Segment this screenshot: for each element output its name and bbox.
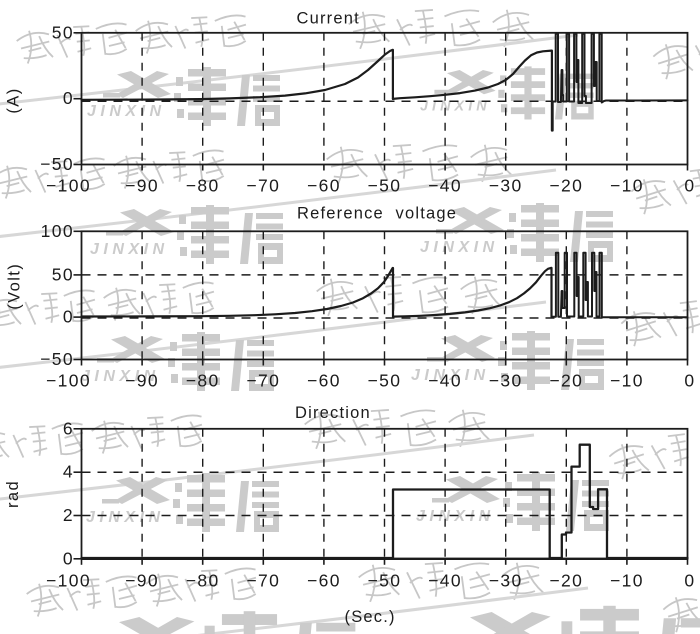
svg-text:−40: −40	[428, 571, 462, 591]
svg-text:−60: −60	[307, 176, 341, 196]
svg-text:−10: −10	[610, 176, 644, 196]
svg-text:rad: rad	[4, 480, 22, 508]
svg-text:JINXIN: JINXIN	[411, 367, 490, 384]
svg-text:0: 0	[684, 371, 695, 391]
svg-text:−50: −50	[40, 154, 74, 174]
svg-text:−80: −80	[186, 176, 220, 196]
svg-text:−90: −90	[125, 371, 159, 391]
svg-text:−20: −20	[549, 371, 583, 391]
svg-text:−80: −80	[186, 571, 220, 591]
svg-text:JINXIN: JINXIN	[81, 368, 160, 385]
svg-text:0: 0	[63, 88, 74, 108]
svg-text:−10: −10	[610, 571, 644, 591]
svg-text:JINXIN: JINXIN	[420, 99, 491, 115]
svg-text:−100: −100	[46, 176, 91, 196]
svg-text:−70: −70	[246, 571, 280, 591]
svg-text:−30: −30	[489, 176, 523, 196]
svg-text:0: 0	[684, 176, 695, 196]
svg-text:100: 100	[41, 221, 74, 241]
svg-text:−50: −50	[368, 176, 402, 196]
svg-text:2: 2	[63, 505, 74, 525]
svg-text:(Sec.): (Sec.)	[345, 608, 396, 626]
svg-text:−60: −60	[307, 571, 341, 591]
svg-text:JINXIN: JINXIN	[87, 103, 166, 120]
svg-text:50: 50	[52, 264, 74, 284]
svg-text:JINXIN: JINXIN	[416, 508, 495, 525]
svg-text:Current: Current	[297, 9, 360, 27]
svg-text:−100: −100	[46, 371, 91, 391]
svg-text:−50: −50	[368, 571, 402, 591]
svg-text:−100: −100	[46, 571, 91, 591]
svg-text:−70: −70	[246, 371, 280, 391]
svg-text:−20: −20	[549, 176, 583, 196]
svg-text:JINXIN: JINXIN	[86, 509, 165, 526]
svg-text:−60: −60	[307, 371, 341, 391]
svg-text:−40: −40	[428, 176, 462, 196]
svg-text:4: 4	[63, 462, 74, 482]
svg-text:(A): (A)	[5, 87, 23, 113]
svg-text:−90: −90	[125, 176, 159, 196]
svg-text:0: 0	[63, 307, 74, 327]
svg-text:Reference voltage: Reference voltage	[297, 205, 457, 223]
svg-text:−50: −50	[368, 371, 402, 391]
svg-text:JINXIN: JINXIN	[90, 241, 169, 258]
svg-text:Direction: Direction	[295, 404, 371, 422]
svg-text:−80: −80	[186, 371, 220, 391]
svg-text:50: 50	[52, 22, 74, 42]
svg-text:−30: −30	[489, 571, 523, 591]
svg-text:0: 0	[63, 548, 74, 568]
svg-text:−10: −10	[610, 371, 644, 391]
svg-text:−70: −70	[246, 176, 280, 196]
svg-text:0: 0	[684, 571, 695, 591]
svg-text:−20: −20	[549, 571, 583, 591]
svg-text:−40: −40	[428, 371, 462, 391]
svg-text:−30: −30	[489, 371, 523, 391]
svg-text:−90: −90	[125, 571, 159, 591]
svg-text:JINXIN: JINXIN	[420, 239, 499, 256]
svg-text:−50: −50	[40, 349, 74, 369]
svg-text:(Volt): (Volt)	[6, 263, 24, 310]
svg-text:6: 6	[63, 418, 74, 438]
